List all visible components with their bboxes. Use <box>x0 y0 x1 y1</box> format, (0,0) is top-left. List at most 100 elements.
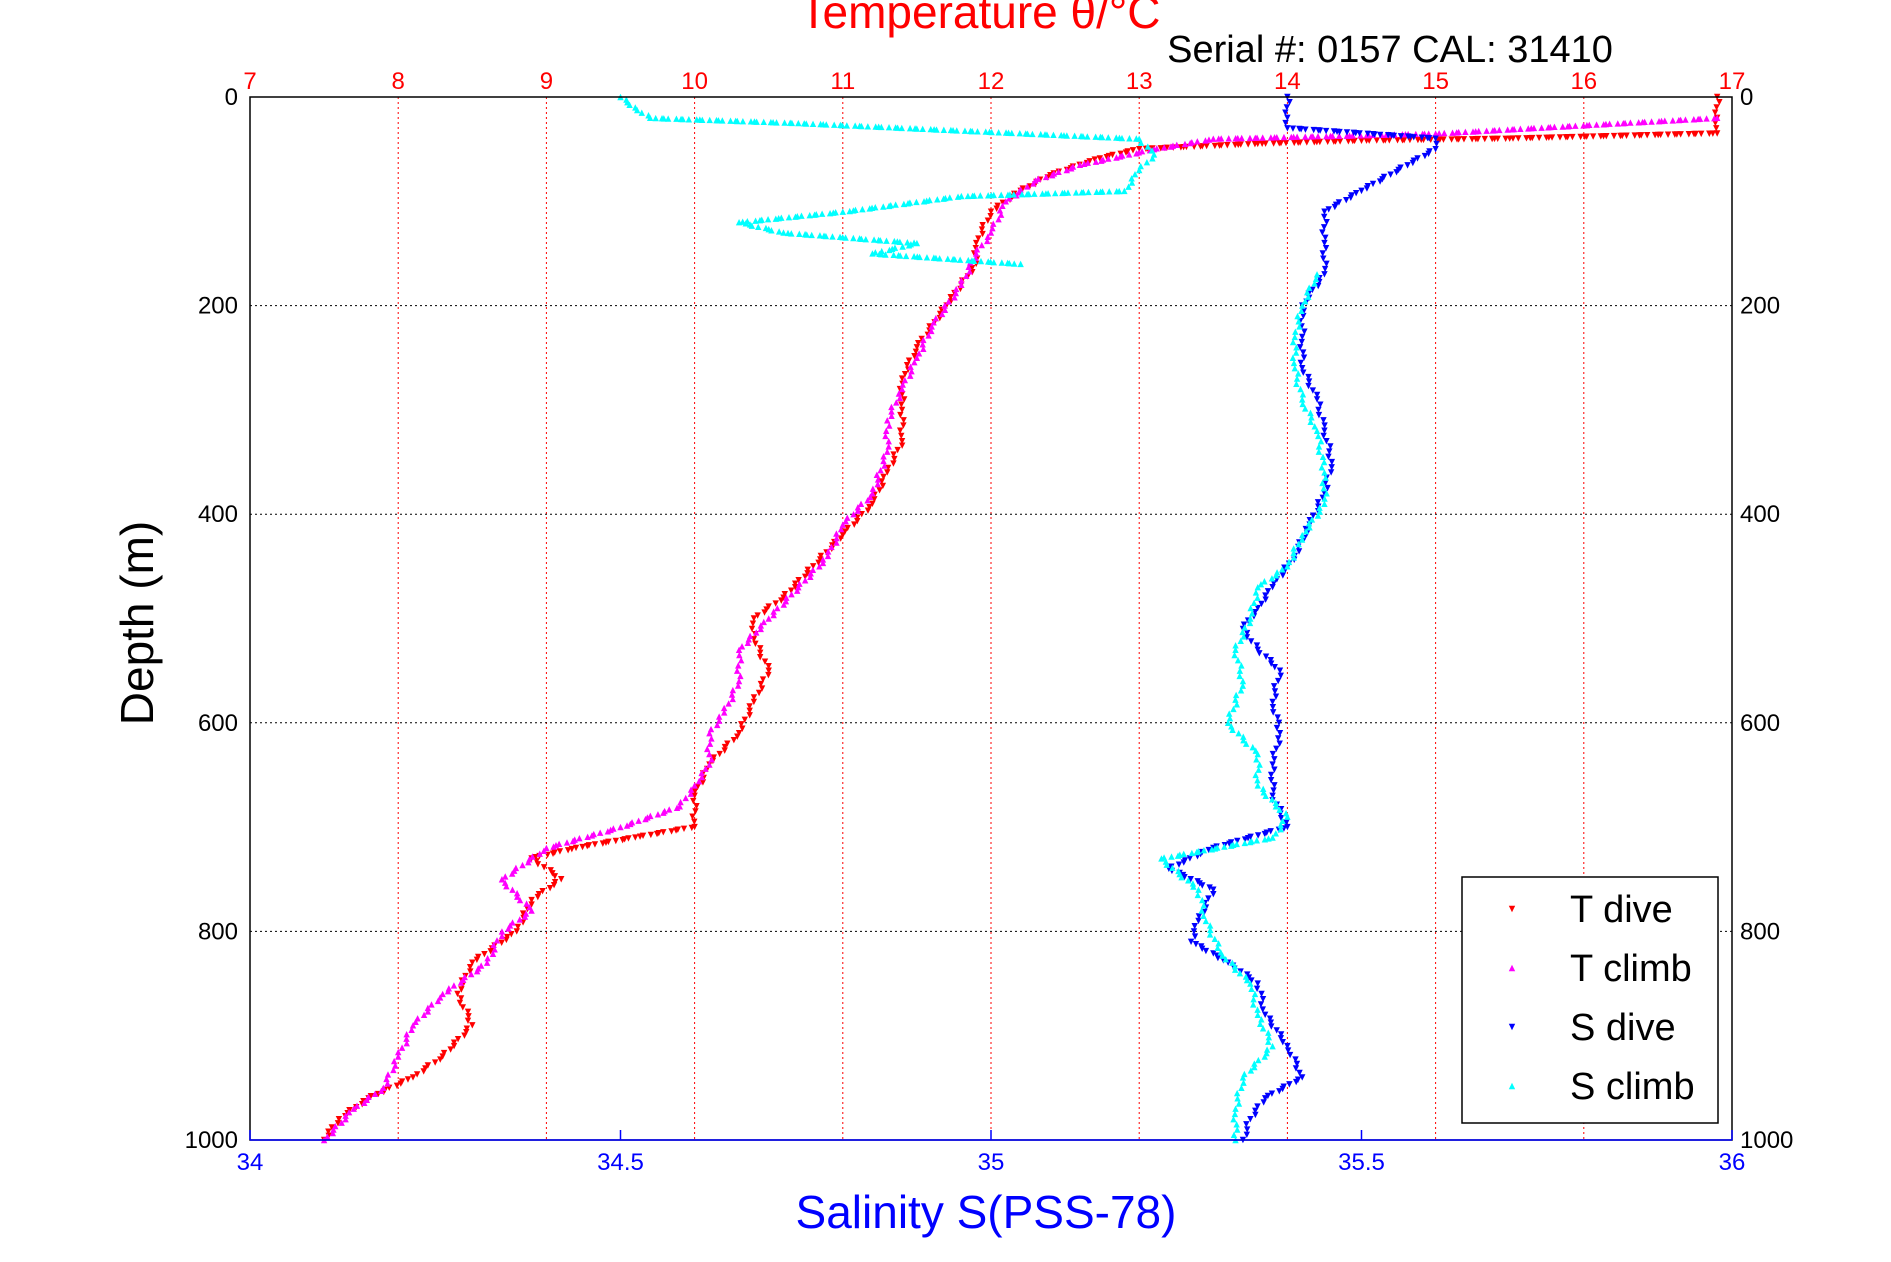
salinity-axis-title: Salinity S(PSS-78) <box>796 1186 1177 1238</box>
data-point <box>998 259 1006 266</box>
data-point <box>1572 122 1579 129</box>
data-point <box>1274 677 1282 685</box>
data-point <box>880 453 887 460</box>
data-point <box>765 615 772 622</box>
data-point <box>1290 545 1297 552</box>
data-point <box>826 210 834 217</box>
data-point <box>952 285 960 293</box>
data-point <box>1236 969 1244 977</box>
data-point <box>735 730 743 737</box>
data-point <box>431 1059 439 1066</box>
data-point <box>1251 140 1259 148</box>
data-point <box>1079 132 1087 140</box>
data-point <box>1235 730 1242 737</box>
data-point <box>1569 133 1576 141</box>
data-point <box>972 239 980 247</box>
data-point <box>536 850 543 857</box>
data-point <box>540 864 548 871</box>
data-point <box>1305 373 1312 381</box>
data-point <box>371 1090 379 1098</box>
sal-tick-label: 34 <box>237 1149 264 1176</box>
data-point <box>888 403 895 411</box>
data-point <box>750 615 758 622</box>
data-point <box>1243 629 1251 637</box>
data-point <box>1202 947 1210 955</box>
data-point <box>878 123 885 131</box>
data-point <box>932 314 940 322</box>
data-point <box>687 790 695 797</box>
data-point <box>395 1048 402 1056</box>
data-point <box>741 716 749 724</box>
data-point <box>1240 1079 1247 1086</box>
data-point <box>1299 400 1306 408</box>
data-point <box>1277 672 1284 680</box>
data-point <box>1221 843 1228 850</box>
data-point <box>1256 1020 1264 1027</box>
data-point <box>428 1001 435 1008</box>
data-point <box>693 803 700 810</box>
data-point <box>998 191 1005 199</box>
data-point <box>857 500 865 507</box>
data-point <box>995 215 1002 223</box>
data-point <box>1258 990 1265 998</box>
data-point <box>881 462 888 469</box>
data-point <box>913 125 921 132</box>
data-point <box>891 455 898 463</box>
data-point <box>1390 132 1398 140</box>
data-point <box>1210 135 1217 142</box>
data-point <box>1506 135 1513 142</box>
data-point <box>1240 736 1247 744</box>
data-point <box>604 828 612 835</box>
data-point <box>1504 126 1511 133</box>
data-point <box>735 646 743 653</box>
temp-tick-label: 12 <box>978 68 1005 95</box>
data-point <box>912 348 920 355</box>
data-point <box>819 559 827 567</box>
data-point <box>1308 516 1316 523</box>
data-point <box>965 263 972 271</box>
data-point <box>1448 136 1455 143</box>
data-point <box>1289 354 1297 361</box>
temp-tick-label: 17 <box>1719 68 1746 95</box>
data-point <box>772 215 780 222</box>
data-point <box>987 208 995 215</box>
data-point <box>808 231 815 239</box>
data-point <box>1186 139 1194 147</box>
data-point <box>1117 153 1124 160</box>
data-point <box>664 115 672 122</box>
data-point <box>1231 966 1239 973</box>
data-point <box>689 813 696 820</box>
data-point <box>673 115 680 122</box>
data-point <box>1254 1006 1261 1013</box>
data-point <box>1345 138 1352 145</box>
data-point <box>758 685 766 692</box>
data-point <box>1669 117 1676 124</box>
data-point <box>516 916 523 923</box>
data-point <box>1317 401 1324 408</box>
data-point <box>1008 129 1015 137</box>
legend-entry: S dive <box>1570 1007 1676 1049</box>
data-point <box>1049 172 1056 179</box>
data-point <box>473 956 481 964</box>
data-point <box>1232 1105 1239 1112</box>
data-point <box>719 117 726 124</box>
data-point <box>1133 150 1140 157</box>
data-point <box>1259 1025 1267 1032</box>
data-point <box>796 230 803 237</box>
data-point <box>397 1080 405 1087</box>
data-point <box>1600 121 1607 128</box>
data-point <box>737 672 744 680</box>
data-point <box>692 808 699 815</box>
data-point <box>1002 198 1010 205</box>
data-point <box>1231 141 1239 149</box>
data-point <box>1347 194 1355 202</box>
data-point <box>1277 825 1284 833</box>
data-point <box>1298 338 1305 346</box>
data-point <box>1300 307 1308 315</box>
data-point <box>1254 1011 1261 1019</box>
data-point <box>1551 123 1558 130</box>
data-point <box>1231 651 1238 659</box>
data-point <box>395 1053 402 1060</box>
data-point <box>1303 139 1311 146</box>
data-point <box>867 493 874 501</box>
